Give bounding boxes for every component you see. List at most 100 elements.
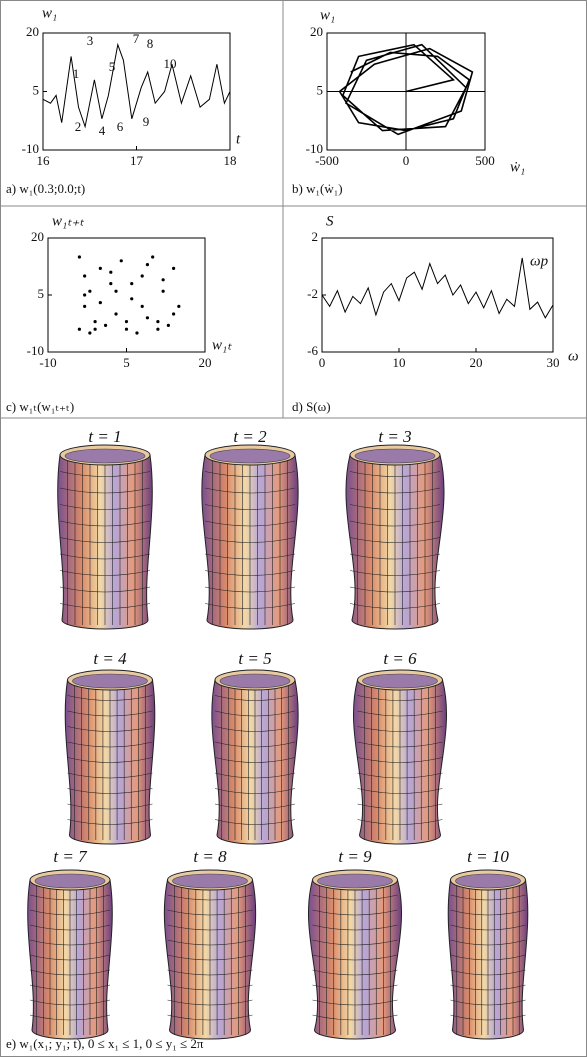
point — [156, 320, 160, 324]
shell-inner — [34, 873, 106, 889]
point — [109, 270, 113, 274]
data-line — [338, 43, 474, 136]
point — [172, 266, 176, 270]
y-tick-label: 5 — [33, 82, 40, 97]
frame-label: t = 4 — [93, 649, 127, 668]
point — [77, 327, 81, 331]
x-tick-label: 18 — [224, 153, 237, 168]
y-tick-label: -10 — [306, 141, 323, 156]
shell-inner — [317, 873, 393, 889]
caption: c) w₁ₜ(w₁ₜ₊ₜ) — [6, 399, 74, 414]
point — [88, 331, 92, 335]
annotation: 2 — [75, 119, 82, 134]
x-tick-label: 17 — [130, 153, 144, 168]
annotation: 9 — [143, 114, 150, 129]
point — [93, 320, 97, 324]
point — [77, 255, 81, 259]
panel-e: e) w₁(x₁; y₁; t), 0 ≤ x₁ ≤ 1, 0 ≤ y₁ ≤ 2… — [6, 427, 529, 1051]
shell-inner — [209, 448, 291, 464]
point — [140, 274, 144, 278]
x-tick-label: 30 — [547, 355, 560, 370]
shell-inner — [64, 448, 146, 464]
y-axis-label: w₁ — [320, 7, 335, 23]
point — [140, 304, 144, 308]
frame-label: t = 3 — [378, 427, 411, 446]
point — [83, 304, 87, 308]
y-tick-label: 2 — [312, 229, 319, 244]
caption: e) w₁(x₁; y₁; t), 0 ≤ x₁ ≤ 1, 0 ≤ y₁ ≤ 2… — [6, 1036, 204, 1051]
frame-label: t = 2 — [233, 427, 267, 446]
frame-label: t = 1 — [88, 427, 121, 446]
point — [109, 282, 113, 286]
frame-label: t = 7 — [53, 847, 88, 866]
y-axis-label: w₁ₜ₊ₜ — [52, 213, 85, 229]
y-tick-label: -10 — [27, 343, 44, 358]
point — [156, 327, 160, 331]
shell-inner — [362, 673, 438, 689]
annotation: 7 — [133, 31, 140, 46]
shell-inner — [354, 448, 436, 464]
y-tick-label: -6 — [307, 343, 318, 358]
x-tick-label: 0 — [319, 355, 326, 370]
shell-inner — [72, 673, 148, 689]
x-axis-label: w₁ₜ — [212, 337, 232, 353]
point — [124, 320, 129, 324]
caption: d) S(ω) — [292, 399, 331, 414]
y-tick-label: 20 — [31, 229, 44, 244]
point — [145, 263, 150, 267]
x-tick-label: 20 — [470, 355, 483, 370]
annotation: 3 — [87, 33, 94, 48]
shell-inner — [219, 673, 291, 689]
y-axis-label: w₁ — [42, 5, 57, 21]
frame-label: t = 10 — [467, 847, 509, 866]
point — [177, 304, 181, 308]
point — [83, 274, 87, 278]
frame-label: t = 5 — [238, 649, 271, 668]
point — [124, 327, 129, 331]
annotation: 10 — [164, 56, 177, 71]
y-tick-label: 5 — [317, 82, 324, 97]
plot-frame — [47, 237, 206, 353]
point — [98, 301, 102, 305]
x-tick-label: -10 — [39, 355, 56, 370]
x-tick-label: -500 — [315, 153, 339, 168]
annotation: 5 — [109, 59, 116, 74]
point — [172, 312, 176, 316]
point — [161, 289, 165, 293]
x-tick-label: 0 — [403, 153, 410, 168]
frame-label: t = 9 — [338, 847, 372, 866]
y-tick-label: 5 — [38, 286, 45, 301]
point — [88, 289, 92, 293]
x-tick-label: 5 — [123, 355, 130, 370]
point — [161, 278, 165, 282]
shell-inner — [455, 873, 521, 889]
plot-frame — [42, 32, 231, 151]
x-tick-label: 20 — [199, 355, 212, 370]
y-tick-label: -10 — [22, 141, 39, 156]
point — [98, 266, 102, 270]
point — [114, 312, 118, 316]
annotation: 6 — [117, 119, 124, 134]
y-tick-label: -2 — [307, 286, 318, 301]
y-tick-label: 20 — [26, 24, 39, 39]
point — [151, 255, 155, 259]
x-axis-label: t — [236, 131, 241, 147]
x-tick-label: 16 — [37, 153, 51, 168]
data-line — [42, 42, 231, 129]
x-tick-label: 500 — [475, 153, 495, 168]
annotation: ωp — [530, 253, 549, 269]
frame-label: t = 8 — [193, 847, 227, 866]
x-tick-label: 10 — [393, 355, 406, 370]
point — [166, 323, 170, 327]
shell-inner — [172, 873, 248, 889]
point — [135, 331, 139, 335]
point — [114, 289, 118, 293]
caption: a) w₁(0.3;0.0;t) — [6, 181, 85, 196]
point — [93, 327, 97, 331]
annotation: 8 — [147, 36, 154, 51]
point — [103, 323, 108, 327]
plot-frame — [321, 237, 554, 353]
frame-label: t = 6 — [383, 649, 417, 668]
point — [130, 297, 134, 301]
